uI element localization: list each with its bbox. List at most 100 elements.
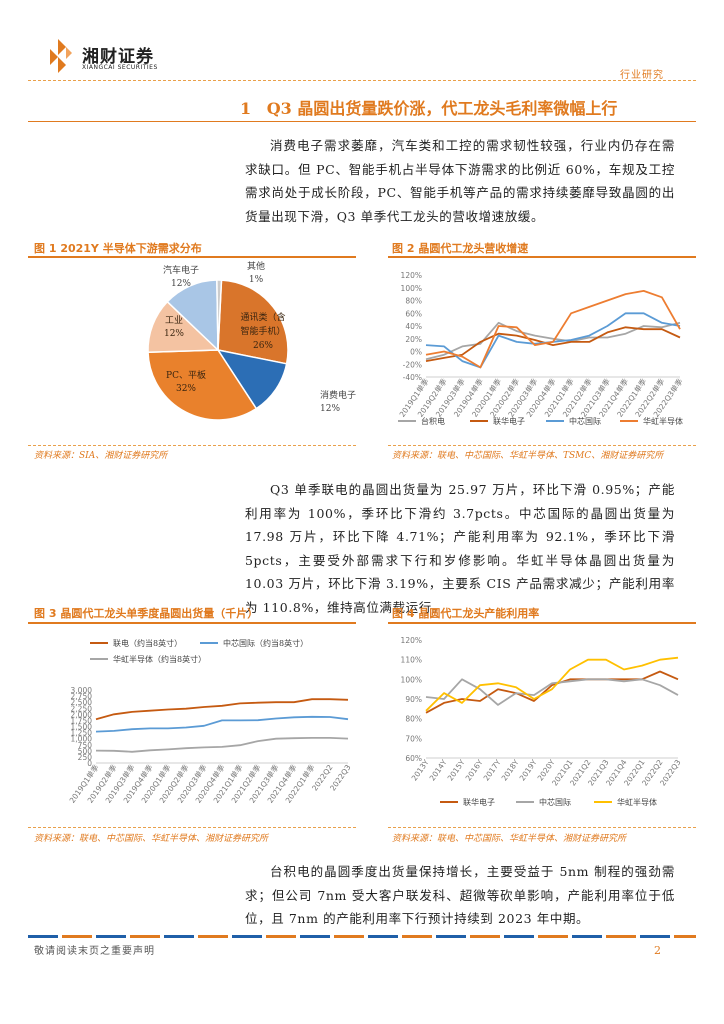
series-line <box>95 698 349 721</box>
series-line <box>95 715 349 733</box>
legend-label: 联华电子 <box>493 416 525 426</box>
pie-label: PC、平板 <box>166 369 206 381</box>
pie-label: 其他 <box>247 260 265 272</box>
y-tick-label: 60% <box>405 754 422 763</box>
brand-name-cn: 湘财证券 <box>82 47 154 67</box>
footer-disclaimer: 敬请阅读末页之重要声明 <box>34 946 155 957</box>
section-divider <box>28 121 696 122</box>
y-tick-label: -40% <box>403 373 422 382</box>
brand-logo <box>44 37 76 75</box>
figure-3-title: 图 3 晶圆代工龙头单季度晶圆出货量（千片） <box>34 607 259 620</box>
report-category: 行业研究 <box>620 70 664 81</box>
y-tick-label: 80% <box>405 715 422 724</box>
y-tick-label: 2,250 <box>71 704 93 713</box>
y-tick-label: 1,500 <box>71 723 93 732</box>
section-title: Q3 晶圆出货量跌价涨，代工龙头毛利率微幅上行 <box>266 99 618 118</box>
pie-label: 工业 <box>165 315 183 326</box>
y-tick-label: 2,500 <box>71 698 93 707</box>
body-paragraph-1: 消费电子需求萎靡，汽车类和工控的需求韧性较强，行业内仍存在需求缺口。但 PC、智… <box>245 138 675 224</box>
legend-label: 华虹半导体（约当8英寸） <box>113 654 206 664</box>
pie-value-label: 1% <box>249 275 264 285</box>
figure-2-source-divider <box>388 445 696 446</box>
y-tick-label: 120% <box>401 636 422 645</box>
figure-4-line-chart: 60%70%80%90%100%110%120%2013Y2014Y2015Y2… <box>401 636 683 807</box>
y-tick-label: 110% <box>401 656 422 665</box>
y-tick-label: 0% <box>410 348 422 357</box>
pie-value-label: 12% <box>171 279 191 289</box>
figure-2-title-bar <box>388 256 696 258</box>
y-tick-label: 500 <box>78 747 93 756</box>
figure-3-source-divider <box>28 827 356 828</box>
y-tick-label: 2,000 <box>71 710 93 719</box>
figure-3-title-bar <box>28 622 356 624</box>
series-line <box>425 678 679 706</box>
series-line <box>425 326 681 362</box>
y-tick-label: 1,750 <box>71 716 93 725</box>
y-tick-label: 0 <box>87 759 92 768</box>
pie-value-label: 32% <box>176 384 196 394</box>
figure-3-source: 资料来源：联电、中芯国际、华虹半导体、湘财证券研究所 <box>34 834 269 844</box>
x-tick-label: 2017Y <box>482 758 503 783</box>
figure-2-title: 图 2 晶圆代工龙头营收增速 <box>392 242 529 255</box>
y-tick-label: 120% <box>401 271 422 280</box>
y-tick-label: 90% <box>405 695 422 704</box>
figure-1-source: 资料来源：SIA、湘财证券研究所 <box>34 451 168 461</box>
legend-label: 联华电子 <box>463 797 495 807</box>
series-line <box>425 670 679 714</box>
figure-4-title-bar <box>388 622 696 624</box>
section-heading: 1 Q3 晶圆出货量跌价涨，代工龙头毛利率微幅上行 <box>240 95 617 119</box>
figure-1-source-divider <box>28 445 356 446</box>
footer-divider <box>28 935 696 938</box>
x-tick-label: 2019Y <box>518 758 539 783</box>
legend-label: 中芯国际（约当8英寸） <box>223 638 308 648</box>
y-tick-label: 3,000 <box>71 686 93 695</box>
series-line <box>425 656 679 712</box>
pie-value-label: 26% <box>253 341 273 351</box>
brand-name-en: XIANGCAI SECURITIES <box>82 64 158 71</box>
body-paragraph-2: Q3 单季联电的晶圆出货量为 25.97 万片，环比下滑 0.95%；产能利用率… <box>245 482 675 615</box>
y-tick-label: 2,750 <box>71 692 93 701</box>
legend-label: 台积电 <box>421 416 445 426</box>
x-tick-label: 2018Y <box>500 758 521 783</box>
y-tick-label: -20% <box>403 360 422 369</box>
series-line <box>95 737 349 753</box>
x-tick-label: 2016Y <box>464 758 485 783</box>
series-line <box>425 289 681 369</box>
y-tick-label: 60% <box>405 309 422 318</box>
legend-label: 华虹半导体 <box>617 797 657 807</box>
y-tick-label: 20% <box>405 335 422 344</box>
page-number: 2 <box>654 944 661 957</box>
y-tick-label: 80% <box>405 297 422 306</box>
pie-value-label: 12% <box>320 404 340 414</box>
figure-4-source: 资料来源：联电、中芯国际、华虹半导体、湘财证券研究所 <box>392 834 627 844</box>
pie-value-label: 12% <box>164 329 184 339</box>
pie-label: 智能手机） <box>240 325 285 337</box>
legend-label: 中芯国际 <box>539 797 571 807</box>
y-tick-label: 100% <box>401 675 422 684</box>
figure-2-source: 资料来源：联电、中芯国际、华虹半导体、TSMC、湘财证券研究所 <box>392 451 664 461</box>
figure-2-line-chart: -40%-20%0%20%40%60%80%100%120%2019Q1单季20… <box>397 271 685 426</box>
y-tick-label: 40% <box>405 322 422 331</box>
section-number: 1 <box>240 99 252 118</box>
y-tick-label: 250 <box>78 753 93 762</box>
body-paragraph-3: 台积电的晶圆季度出货量保持增长，主要受益于 5nm 制程的强劲需求；但公司 7n… <box>245 864 675 926</box>
x-tick-label: 2014Y <box>428 758 449 783</box>
pie-slice <box>217 279 289 365</box>
y-tick-label: 750 <box>78 741 93 750</box>
figure-3-line-chart: 02505007501,0001,2501,5001,7502,0002,250… <box>67 638 353 805</box>
pie-label: 消费电子 <box>320 389 356 401</box>
pie-label: 汽车电子 <box>163 264 199 276</box>
xiangcai-logo-icon <box>50 39 72 73</box>
y-tick-label: 1,000 <box>71 735 93 744</box>
y-tick-label: 1,250 <box>71 729 93 738</box>
x-tick-label: 2015Y <box>446 758 467 783</box>
y-tick-label: 70% <box>405 734 422 743</box>
legend-label: 华虹半导体 <box>643 416 683 426</box>
figure-4-source-divider <box>388 827 696 828</box>
legend-label: 联电（约当8英寸） <box>113 638 182 648</box>
pie-label: 通讯类（含 <box>240 311 285 323</box>
figure-1-title-bar <box>28 256 356 258</box>
figure-1-title: 图 1 2021Y 半导体下游需求分布 <box>34 242 202 255</box>
y-tick-label: 100% <box>401 284 422 293</box>
